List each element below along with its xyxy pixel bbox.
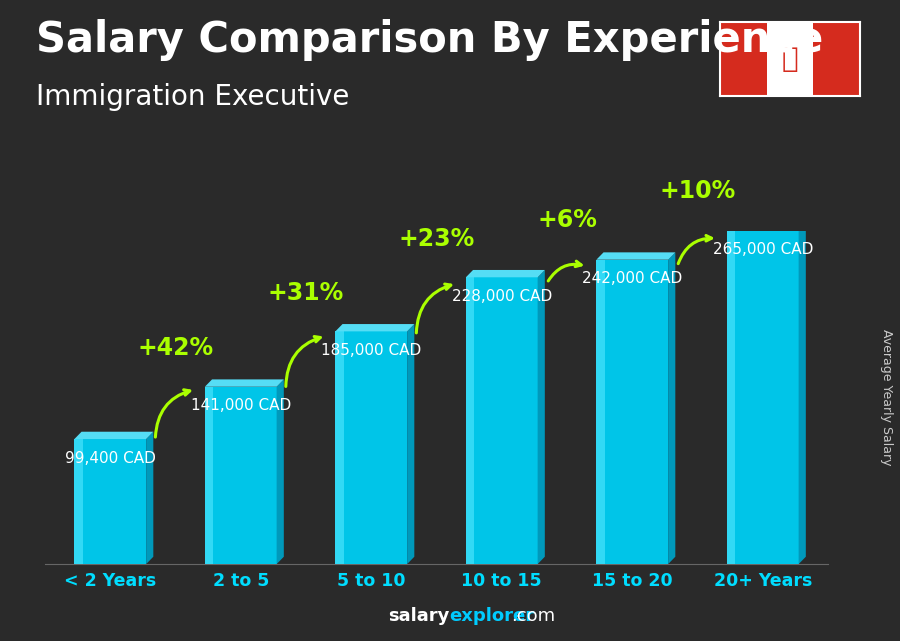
Text: +23%: +23% [399, 227, 474, 251]
Polygon shape [276, 379, 284, 564]
Text: salary: salary [388, 607, 449, 625]
Polygon shape [146, 432, 153, 564]
Polygon shape [75, 432, 153, 439]
Text: Salary Comparison By Experience: Salary Comparison By Experience [36, 19, 824, 62]
Polygon shape [537, 270, 544, 564]
Polygon shape [336, 331, 344, 564]
Polygon shape [597, 253, 675, 260]
Text: +31%: +31% [268, 281, 344, 305]
Text: .com: .com [511, 607, 555, 625]
Text: 99,400 CAD: 99,400 CAD [65, 451, 156, 466]
Polygon shape [727, 224, 806, 231]
Polygon shape [597, 260, 668, 564]
Text: +10%: +10% [660, 179, 735, 203]
Polygon shape [205, 387, 276, 564]
Text: 242,000 CAD: 242,000 CAD [582, 271, 682, 287]
Polygon shape [798, 224, 806, 564]
Polygon shape [767, 22, 813, 96]
Polygon shape [466, 278, 474, 564]
Text: 228,000 CAD: 228,000 CAD [452, 289, 552, 304]
Polygon shape [668, 253, 675, 564]
Text: +6%: +6% [537, 208, 597, 233]
Polygon shape [336, 331, 407, 564]
Polygon shape [727, 231, 735, 564]
Polygon shape [720, 22, 767, 96]
Polygon shape [75, 439, 146, 564]
Polygon shape [597, 260, 605, 564]
Polygon shape [727, 231, 798, 564]
Text: 185,000 CAD: 185,000 CAD [321, 343, 421, 358]
Polygon shape [813, 22, 860, 96]
Text: 🍁: 🍁 [781, 46, 798, 73]
Text: 141,000 CAD: 141,000 CAD [191, 399, 291, 413]
Text: explorer: explorer [449, 607, 535, 625]
Polygon shape [466, 270, 544, 278]
Polygon shape [466, 278, 537, 564]
Text: +42%: +42% [138, 336, 213, 360]
Text: 265,000 CAD: 265,000 CAD [713, 242, 813, 258]
Polygon shape [205, 379, 284, 387]
Polygon shape [336, 324, 414, 331]
Text: Average Yearly Salary: Average Yearly Salary [880, 329, 893, 465]
Polygon shape [205, 387, 213, 564]
Text: Immigration Executive: Immigration Executive [36, 83, 349, 112]
Polygon shape [75, 439, 83, 564]
Polygon shape [407, 324, 414, 564]
